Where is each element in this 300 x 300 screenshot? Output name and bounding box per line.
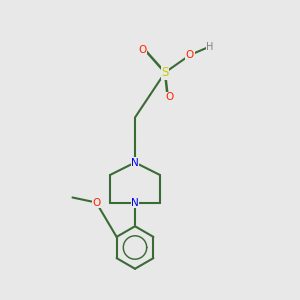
Text: O: O: [166, 92, 174, 103]
Text: O: O: [92, 197, 100, 208]
Text: N: N: [131, 158, 139, 167]
Text: H: H: [206, 43, 214, 52]
Text: O: O: [186, 50, 194, 60]
Text: N: N: [131, 197, 139, 208]
Text: O: O: [138, 45, 147, 55]
Text: S: S: [161, 66, 169, 79]
